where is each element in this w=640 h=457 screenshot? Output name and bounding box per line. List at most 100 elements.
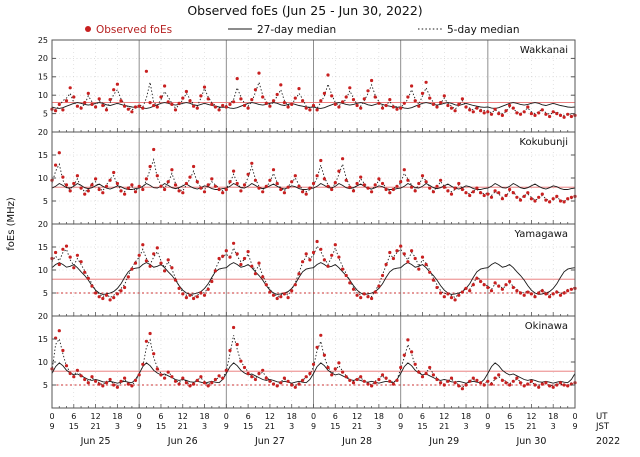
observed-point xyxy=(355,293,359,297)
observed-point xyxy=(221,254,225,258)
observed-point xyxy=(97,295,101,299)
observed-point xyxy=(279,295,283,299)
observed-point xyxy=(464,286,468,290)
observed-point xyxy=(569,287,574,291)
y-tick-label: 20 xyxy=(38,312,48,321)
observed-point xyxy=(297,87,301,91)
observed-point xyxy=(497,112,501,116)
observed-point xyxy=(504,381,508,385)
observed-point xyxy=(406,95,410,99)
x-tick-jst: 3 xyxy=(376,422,381,431)
observed-point xyxy=(242,103,247,108)
observed-point xyxy=(479,381,483,385)
observed-point xyxy=(442,185,446,189)
observed-point xyxy=(141,243,145,247)
observed-point xyxy=(257,71,261,75)
observed-point xyxy=(529,379,534,383)
y-tick-label: 15 xyxy=(38,243,48,252)
observed-point xyxy=(548,200,552,204)
observed-point xyxy=(159,261,163,265)
observed-point xyxy=(72,375,76,379)
observed-point xyxy=(449,376,454,380)
y-tick-label: 10 xyxy=(38,91,48,100)
observed-point xyxy=(202,85,207,89)
observed-point xyxy=(384,103,388,108)
observed-point xyxy=(460,97,464,101)
observed-point xyxy=(388,250,392,255)
observed-point xyxy=(159,95,163,99)
observed-point xyxy=(558,293,563,297)
x-tick-ut: 12 xyxy=(178,412,188,421)
observed-point xyxy=(304,375,308,379)
observed-point xyxy=(522,293,526,297)
observed-point xyxy=(250,375,254,379)
observed-point xyxy=(250,161,254,165)
day-label: Jun 28 xyxy=(341,436,372,447)
observed-point xyxy=(475,276,479,280)
observed-point xyxy=(330,373,334,377)
observed-point xyxy=(518,381,523,385)
observed-point xyxy=(402,101,406,105)
observed-point xyxy=(395,184,399,188)
observed-point xyxy=(373,290,377,294)
observed-point xyxy=(286,185,290,189)
observed-point xyxy=(511,379,515,383)
legend-observed-label: Observed foEs xyxy=(96,24,172,36)
observed-point xyxy=(341,100,345,104)
observed-point xyxy=(282,191,286,195)
observed-point xyxy=(261,368,265,372)
observed-point xyxy=(112,296,116,300)
observed-point xyxy=(489,195,494,199)
observed-point xyxy=(428,270,432,274)
x-tick-jst: 15 xyxy=(505,422,515,431)
observed-point xyxy=(268,290,272,294)
observed-point xyxy=(468,193,472,198)
observed-point xyxy=(453,186,457,190)
observed-point xyxy=(504,109,508,113)
station-label: Okinawa xyxy=(525,321,568,332)
observed-point xyxy=(442,295,446,299)
observed-point xyxy=(202,190,207,194)
observed-point xyxy=(315,174,319,178)
observed-point xyxy=(500,197,504,201)
observed-point xyxy=(184,181,188,186)
observed-point xyxy=(137,104,141,108)
observed-point xyxy=(137,184,141,188)
observed-point xyxy=(380,106,385,110)
panel-okinawa: 5 10 15 20 Okinawa xyxy=(38,312,577,409)
observed-point xyxy=(311,362,316,366)
observed-point xyxy=(489,112,494,116)
observed-point xyxy=(79,260,83,264)
observed-point xyxy=(537,291,541,295)
observed-point xyxy=(468,108,472,112)
observed-point xyxy=(293,174,297,178)
day-label: Jun 29 xyxy=(428,436,459,447)
x-tick-jst: 21 xyxy=(265,422,275,431)
observed-point xyxy=(166,180,170,184)
y-tick-label: 10 xyxy=(38,358,48,367)
observed-point xyxy=(141,187,145,192)
observed-point xyxy=(192,104,196,108)
observed-point xyxy=(439,101,443,105)
observed-point xyxy=(228,255,232,259)
observed-point xyxy=(101,296,105,301)
observed-point xyxy=(57,151,61,155)
observed-point xyxy=(246,172,250,176)
observed-point xyxy=(148,164,152,169)
observed-point xyxy=(518,291,523,295)
x-tick-ut: 6 xyxy=(420,412,425,421)
observed-point xyxy=(83,270,87,274)
observed-point xyxy=(271,168,276,172)
observed-point xyxy=(90,375,94,379)
observed-point xyxy=(341,157,345,161)
observed-point xyxy=(493,376,497,380)
observed-point xyxy=(192,382,196,386)
observed-point xyxy=(391,105,395,109)
observed-point xyxy=(144,339,148,343)
observed-point xyxy=(177,189,181,193)
x-tick-jst: 9 xyxy=(224,422,229,431)
observed-point xyxy=(366,295,370,299)
observed-point xyxy=(235,181,239,186)
observed-point xyxy=(170,102,174,106)
